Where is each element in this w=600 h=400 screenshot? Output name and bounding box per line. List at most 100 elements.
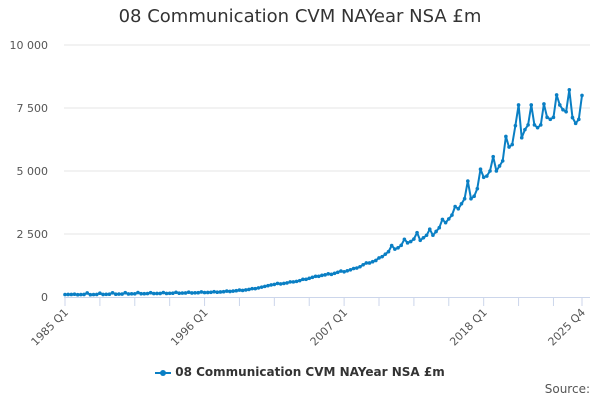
data-point xyxy=(564,109,568,114)
data-point xyxy=(402,237,407,242)
data-point xyxy=(294,279,299,284)
data-point xyxy=(171,291,175,296)
data-point xyxy=(399,243,404,248)
data-point xyxy=(237,288,242,292)
data-point xyxy=(431,233,435,238)
data-point xyxy=(396,246,400,250)
data-point xyxy=(145,291,150,296)
data-point xyxy=(434,229,438,234)
data-point xyxy=(266,283,270,288)
data-point xyxy=(174,290,178,295)
data-point xyxy=(510,142,515,147)
data-point xyxy=(253,286,258,291)
data-point xyxy=(374,258,378,263)
data-point xyxy=(323,273,327,277)
data-point xyxy=(304,277,308,282)
data-point xyxy=(348,267,353,272)
data-point xyxy=(459,201,464,206)
x-tick-label: 1985 Q1 xyxy=(29,306,72,349)
data-point xyxy=(462,196,467,201)
data-point xyxy=(104,292,109,297)
data-point xyxy=(126,292,131,296)
data-point xyxy=(69,292,74,297)
data-point xyxy=(256,286,261,290)
y-tick-label: 7 500 xyxy=(17,102,49,115)
data-point xyxy=(424,233,429,238)
data-point xyxy=(250,286,254,291)
data-point xyxy=(107,292,112,297)
data-point xyxy=(247,287,251,292)
x-tick-label: 1996 Q1 xyxy=(168,306,211,349)
data-point xyxy=(228,289,232,294)
data-point xyxy=(193,291,197,295)
data-point xyxy=(139,291,143,296)
data-point xyxy=(117,292,121,296)
data-point xyxy=(190,291,194,295)
data-point xyxy=(570,115,575,120)
legend-item[interactable]: 08 Communication CVM NAYear NSA £m xyxy=(0,365,600,379)
data-point xyxy=(538,123,543,127)
data-point xyxy=(132,292,137,296)
data-point xyxy=(63,292,67,297)
data-point xyxy=(355,266,359,270)
data-point xyxy=(545,115,549,120)
data-point xyxy=(282,281,286,286)
data-point xyxy=(481,175,486,180)
data-point xyxy=(320,273,324,278)
data-point xyxy=(418,238,423,243)
data-point xyxy=(301,277,305,282)
data-point xyxy=(85,291,90,295)
data-point xyxy=(519,135,524,140)
data-point xyxy=(161,290,166,295)
data-point xyxy=(98,291,102,296)
data-point xyxy=(202,290,207,295)
data-point xyxy=(329,272,334,277)
data-point xyxy=(196,290,201,295)
data-point xyxy=(307,276,312,281)
data-point xyxy=(155,291,159,296)
data-point xyxy=(561,107,565,112)
data-point xyxy=(427,227,432,232)
data-point xyxy=(259,285,264,289)
data-point xyxy=(513,123,518,128)
data-point xyxy=(224,289,229,293)
data-point xyxy=(554,93,559,97)
data-point xyxy=(453,204,457,209)
data-point xyxy=(136,290,140,295)
data-point xyxy=(386,249,391,254)
data-point xyxy=(285,281,289,285)
data-point xyxy=(494,169,499,173)
data-point xyxy=(291,280,296,284)
data-point xyxy=(82,292,86,297)
data-point xyxy=(269,283,273,287)
data-point xyxy=(351,266,356,271)
data-point xyxy=(110,291,115,295)
y-tick-label: 0 xyxy=(41,291,48,304)
data-point xyxy=(339,269,343,273)
data-point xyxy=(180,291,185,295)
data-point xyxy=(183,291,188,295)
data-point xyxy=(469,196,473,201)
data-point xyxy=(370,259,375,264)
data-point xyxy=(212,289,216,294)
data-point xyxy=(491,154,495,159)
data-point xyxy=(335,270,340,275)
data-point xyxy=(199,290,204,294)
data-point xyxy=(466,179,470,183)
data-point xyxy=(367,261,372,265)
data-point xyxy=(551,115,556,120)
data-point xyxy=(405,241,410,245)
data-point xyxy=(526,123,530,127)
data-point xyxy=(557,103,562,107)
data-point xyxy=(504,134,508,139)
data-point xyxy=(158,291,162,296)
data-point xyxy=(532,123,537,127)
data-point xyxy=(415,230,419,235)
data-point xyxy=(326,272,331,276)
data-point xyxy=(342,270,346,274)
data-point xyxy=(421,235,426,240)
data-point xyxy=(389,243,394,248)
data-point xyxy=(72,292,77,297)
data-point xyxy=(164,291,169,296)
